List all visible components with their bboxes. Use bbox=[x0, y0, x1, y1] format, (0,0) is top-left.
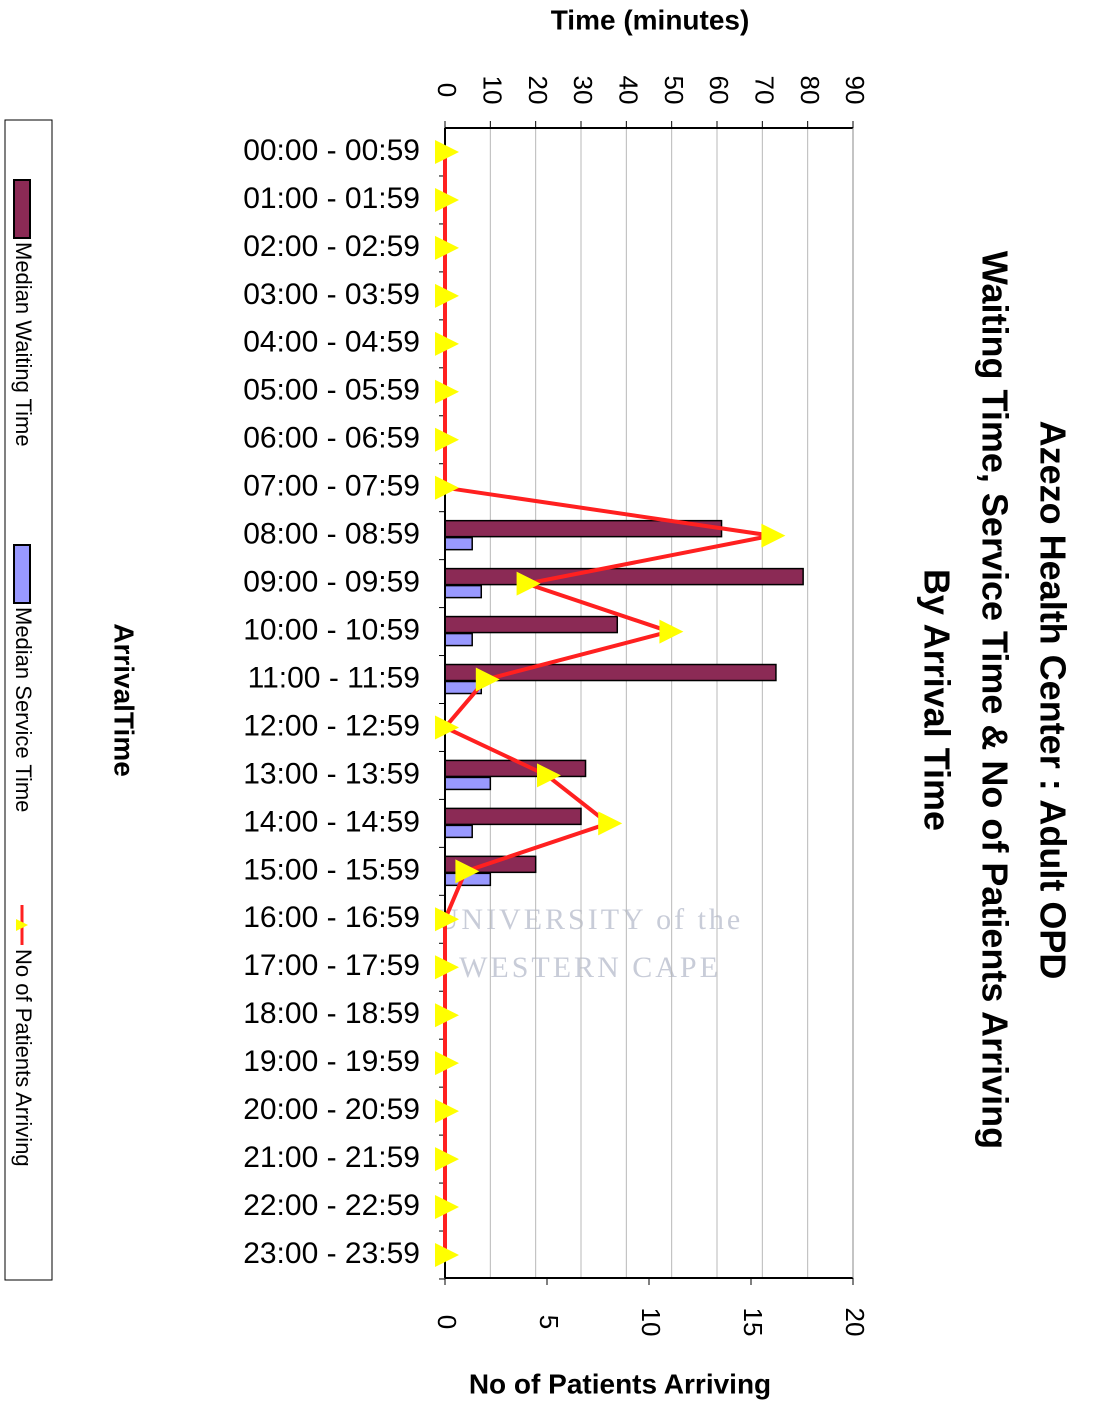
y2-tick-label: 5 bbox=[534, 1315, 564, 1329]
marker bbox=[516, 571, 541, 596]
marker bbox=[435, 1051, 459, 1076]
x-tick-label: 07:00 - 07:59 bbox=[243, 470, 420, 503]
bar bbox=[444, 615, 619, 634]
marker bbox=[435, 907, 459, 932]
y-tick-label: 10 bbox=[477, 76, 507, 105]
x-tick-label: 01:00 - 01:59 bbox=[243, 182, 420, 215]
y-tick-label: 70 bbox=[749, 76, 779, 105]
bar bbox=[444, 824, 473, 839]
legend-swatch bbox=[13, 179, 31, 239]
x-tick-label: 11:00 - 11:59 bbox=[248, 661, 420, 694]
marker bbox=[435, 427, 459, 452]
marker bbox=[659, 619, 684, 644]
marker bbox=[435, 1195, 459, 1220]
y-tick-label: 20 bbox=[523, 76, 553, 105]
x-tick-label: 00:00 - 00:59 bbox=[243, 134, 420, 167]
x-tick-label: 19:00 - 19:59 bbox=[243, 1045, 420, 1078]
marker bbox=[598, 811, 623, 836]
x-tick-label: 13:00 - 13:59 bbox=[243, 757, 420, 790]
axis-title: Time (minutes) bbox=[551, 4, 750, 35]
marker bbox=[435, 955, 459, 980]
legend-box bbox=[4, 119, 53, 1281]
chart-title: Azezo Health Center : Adult OPD bbox=[1032, 421, 1073, 980]
x-tick-label: 05:00 - 05:59 bbox=[243, 374, 420, 407]
x-tick-label: 12:00 - 12:59 bbox=[243, 709, 420, 742]
x-tick-label: 22:00 - 22:59 bbox=[243, 1189, 420, 1222]
marker bbox=[761, 523, 786, 548]
bar bbox=[444, 536, 473, 551]
x-tick-label: 21:00 - 21:59 bbox=[243, 1141, 420, 1174]
marker bbox=[435, 1243, 459, 1267]
x-tick-label: 03:00 - 03:59 bbox=[243, 278, 420, 311]
marker bbox=[435, 715, 459, 740]
x-tick-label: 14:00 - 14:59 bbox=[243, 805, 420, 838]
marker bbox=[435, 283, 459, 308]
watermark: UNIVERSITY of the bbox=[437, 903, 744, 936]
y2-tick-label: 10 bbox=[636, 1308, 666, 1337]
marker bbox=[435, 1003, 459, 1028]
chart-title: By Arrival Time bbox=[916, 569, 957, 831]
marker bbox=[435, 379, 459, 404]
legend-swatch bbox=[16, 919, 28, 931]
bar bbox=[444, 584, 483, 599]
y2-tick-label: 0 bbox=[432, 1315, 462, 1329]
legend-label: Median Waiting Time bbox=[11, 242, 36, 447]
x-tick-label: 04:00 - 04:59 bbox=[243, 326, 420, 359]
x-tick-label: 10:00 - 10:59 bbox=[243, 613, 420, 646]
legend-label: Median Service Time bbox=[11, 607, 36, 812]
axis-title: No of Patients Arriving bbox=[469, 1368, 771, 1399]
x-tick-label: 06:00 - 06:59 bbox=[243, 422, 420, 455]
x-tick-label: 15:00 - 15:59 bbox=[243, 853, 420, 886]
legend-swatch bbox=[13, 544, 31, 604]
y-tick-label: 0 bbox=[432, 83, 462, 97]
y-tick-label: 30 bbox=[568, 76, 598, 105]
bar bbox=[444, 807, 582, 826]
y-tick-label: 40 bbox=[613, 76, 643, 105]
bar bbox=[444, 632, 473, 647]
x-tick-label: 09:00 - 09:59 bbox=[243, 566, 420, 599]
line bbox=[441, 152, 772, 1255]
x-tick-label: 16:00 - 16:59 bbox=[243, 901, 420, 934]
y2-tick-label: 15 bbox=[738, 1308, 768, 1337]
bar bbox=[444, 776, 492, 791]
marker bbox=[475, 667, 500, 692]
y-tick-label: 60 bbox=[704, 76, 734, 105]
marker bbox=[435, 331, 459, 356]
watermark: WESTERN CAPE bbox=[459, 951, 721, 984]
marker bbox=[435, 1099, 459, 1124]
x-tick-label: 02:00 - 02:59 bbox=[243, 230, 420, 263]
marker bbox=[435, 235, 459, 260]
marker bbox=[435, 187, 459, 212]
y-tick-label: 80 bbox=[795, 76, 825, 105]
legend-label: No of Patients Arriving bbox=[11, 949, 36, 1167]
bar bbox=[444, 759, 587, 778]
x-tick-label: 20:00 - 20:59 bbox=[243, 1093, 420, 1126]
marker bbox=[537, 763, 561, 788]
x-tick-label: 23:00 - 23:59 bbox=[243, 1237, 420, 1270]
bar bbox=[444, 567, 804, 586]
marker bbox=[435, 475, 459, 500]
x-tick-label: 17:00 - 17:59 bbox=[243, 949, 420, 982]
marker bbox=[455, 859, 480, 884]
x-tick-label: 18:00 - 18:59 bbox=[243, 997, 420, 1030]
axis-title: ArrivalTime bbox=[109, 623, 140, 777]
y-tick-label: 90 bbox=[840, 76, 870, 105]
chart-title: Waiting Time, Service Time & No of Patie… bbox=[974, 251, 1015, 1149]
x-tick-label: 08:00 - 08:59 bbox=[243, 518, 420, 551]
y-tick-label: 50 bbox=[659, 76, 689, 105]
marker bbox=[435, 1147, 459, 1172]
marker bbox=[435, 140, 459, 164]
y2-tick-label: 20 bbox=[840, 1308, 870, 1337]
